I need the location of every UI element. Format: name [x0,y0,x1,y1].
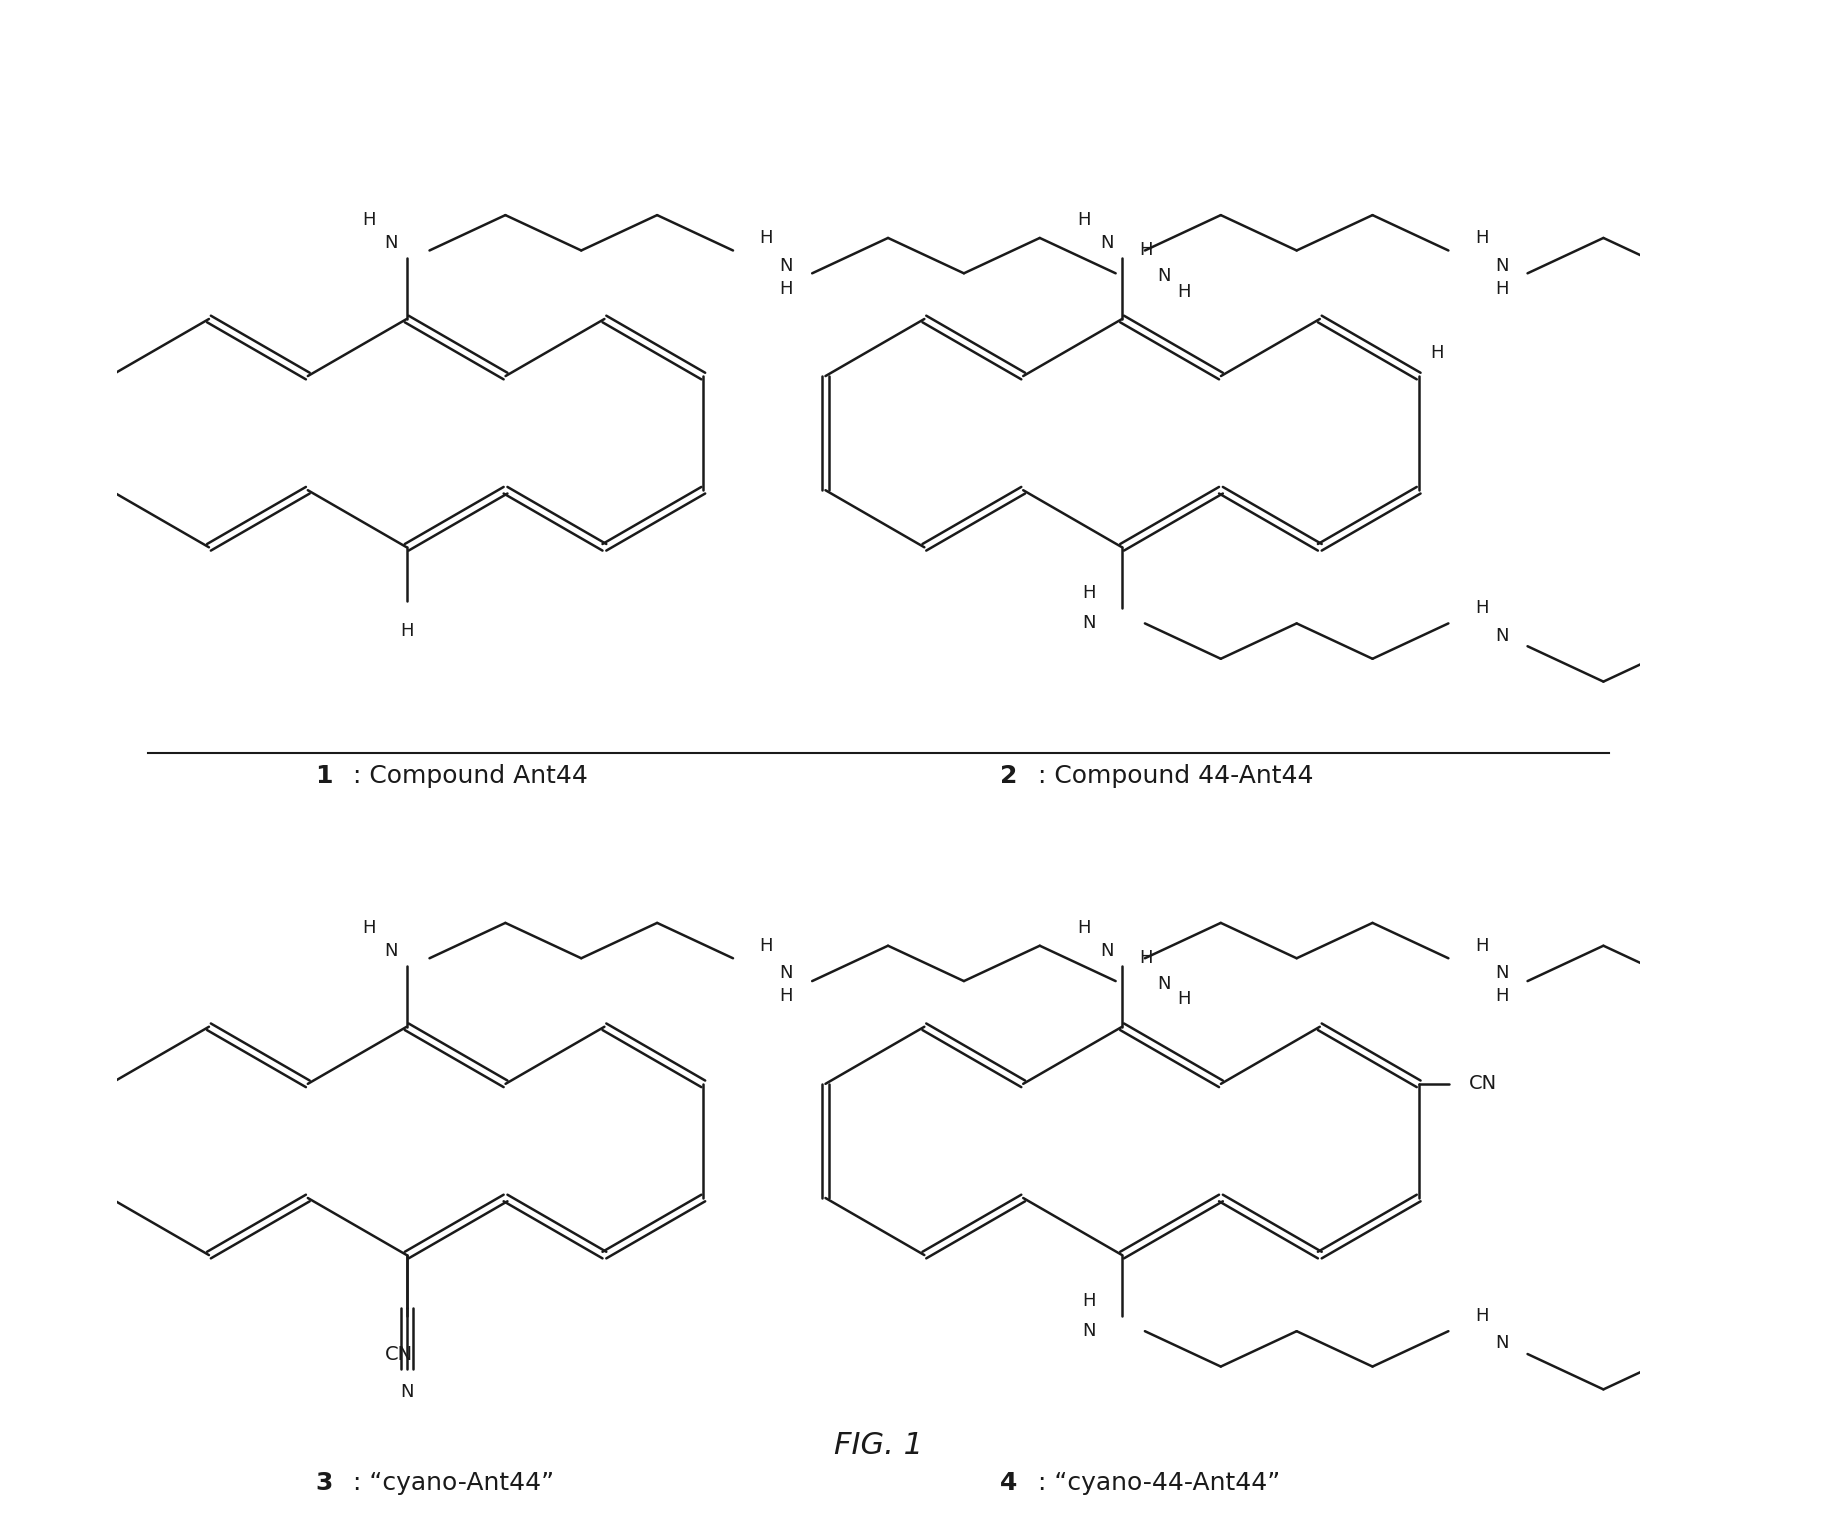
Text: N: N [1157,975,1170,994]
Text: H: H [1430,344,1443,362]
Text: N: N [1157,267,1170,286]
Text: H: H [1078,210,1091,229]
Text: H: H [1178,283,1191,301]
Text: H: H [1178,991,1191,1008]
Text: 3: 3 [315,1471,334,1496]
Text: : Compound 44-Ant44: : Compound 44-Ant44 [1038,763,1314,788]
Text: H: H [361,919,376,937]
Text: FIG. 1: FIG. 1 [835,1432,923,1459]
Text: H: H [1082,584,1095,602]
Text: 4: 4 [1001,1471,1017,1496]
Text: H: H [759,937,774,955]
Text: H: H [1495,988,1508,1006]
Text: 2: 2 [1001,763,1017,788]
Text: : “cyano-44-Ant44”: : “cyano-44-Ant44” [1038,1471,1281,1496]
Text: N: N [1495,1335,1508,1352]
Text: H: H [1495,280,1508,298]
Text: H: H [361,210,376,229]
Text: N: N [1495,627,1508,645]
Text: H: H [1078,919,1091,937]
Text: N: N [1100,942,1113,960]
Text: N: N [400,1382,413,1401]
Text: H: H [780,988,792,1006]
Text: N: N [1082,1322,1095,1341]
Text: N: N [780,965,792,983]
Text: N: N [1082,614,1095,633]
Text: H: H [1082,1292,1095,1310]
Text: 1: 1 [315,763,334,788]
Text: CN: CN [385,1344,413,1364]
Text: H: H [400,622,413,641]
Text: H: H [1474,937,1489,955]
Text: N: N [385,233,398,252]
Text: H: H [1474,229,1489,247]
Text: H: H [1139,241,1154,260]
Text: CN: CN [1469,1074,1497,1094]
Text: N: N [385,942,398,960]
Text: H: H [1139,949,1154,968]
Text: N: N [1495,257,1508,275]
Text: N: N [1495,965,1508,983]
Text: H: H [1474,599,1489,617]
Text: H: H [780,280,792,298]
Text: : Compound Ant44: : Compound Ant44 [354,763,588,788]
Text: H: H [759,229,774,247]
Text: : “cyano-Ant44”: : “cyano-Ant44” [354,1471,555,1496]
Text: H: H [1474,1307,1489,1326]
Text: N: N [1100,233,1113,252]
Text: N: N [780,257,792,275]
